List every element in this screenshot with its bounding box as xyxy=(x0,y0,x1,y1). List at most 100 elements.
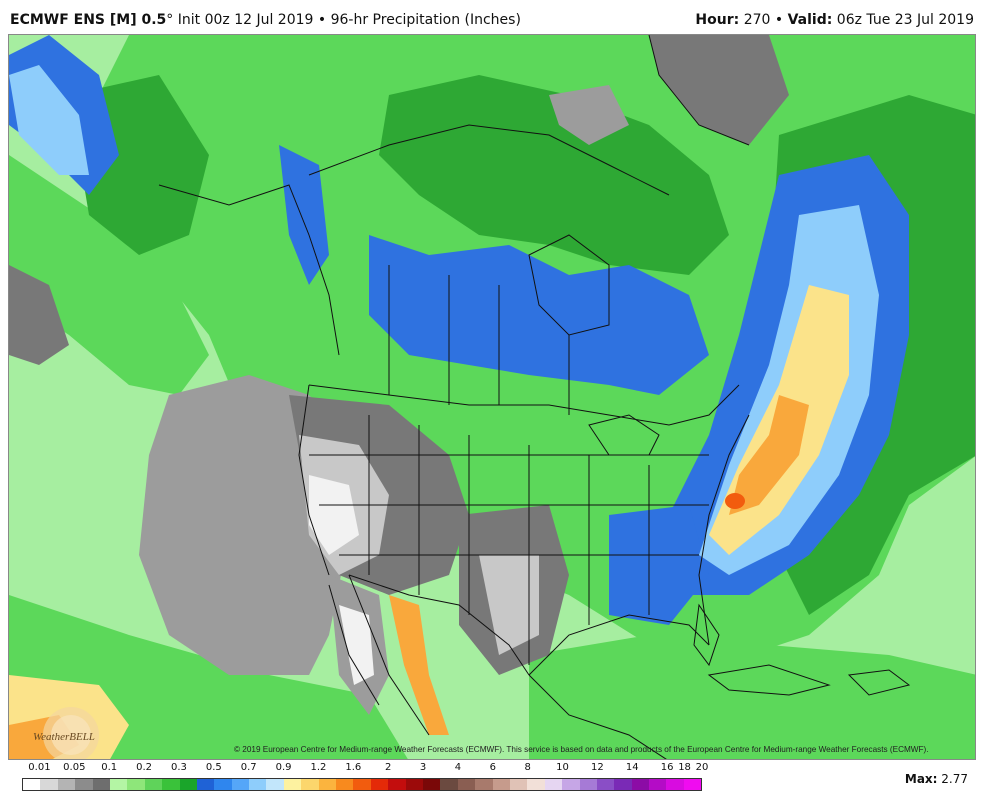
map-title: ECMWF ENS [M] 0.5° Init 00z 12 Jul 2019 … xyxy=(10,12,521,28)
greenland-coast xyxy=(648,35,750,146)
precip-blue-alaska-coast xyxy=(279,145,329,285)
precip-red-max xyxy=(725,493,745,509)
colorbar-swatch xyxy=(666,779,684,790)
colorbar-label: 3 xyxy=(419,762,427,773)
colorbar-label: 10 xyxy=(556,762,569,773)
colorbar-swatch xyxy=(492,779,510,790)
political-boundaries xyxy=(158,35,911,759)
hudson-bay xyxy=(528,234,610,336)
colorbar-swatch xyxy=(75,779,93,790)
us-west-coast xyxy=(298,384,330,576)
colorbar-swatch xyxy=(336,779,354,790)
precip-orange-gulf-california xyxy=(389,595,449,735)
colorbar-swatch xyxy=(527,779,545,790)
colorbar-swatch xyxy=(127,779,145,790)
colorbar-swatch xyxy=(405,779,423,790)
colorbar-label: 14 xyxy=(625,762,639,773)
canada-arctic-coast xyxy=(308,124,670,196)
colorbar-swatch xyxy=(544,779,563,790)
colorbar-label: 12 xyxy=(591,762,604,773)
valid-label: Valid: xyxy=(787,12,833,28)
dry-gray-greenland xyxy=(649,35,789,145)
colorbar-swatch xyxy=(214,779,232,790)
dry-lightgray-texas xyxy=(479,555,539,655)
colorbar-swatch xyxy=(440,779,458,790)
map-canvas: © 2019 European Centre for Medium-range … xyxy=(9,35,975,759)
colorbar-label: 0.7 xyxy=(240,762,257,773)
max-label: Max: xyxy=(904,772,938,786)
colorbar-label: 0.2 xyxy=(136,762,152,773)
dry-white-baja xyxy=(339,605,374,685)
precip-green-caribbean xyxy=(529,635,975,759)
model-name: ECMWF ENS [M] 0.5 xyxy=(10,12,167,28)
precip-orange-atlantic xyxy=(729,395,809,515)
colorbar-label: 0.9 xyxy=(275,762,292,773)
colorbar-swatch xyxy=(40,779,58,790)
colorbar-swatches xyxy=(22,778,702,791)
colorbar-swatch xyxy=(596,779,615,790)
weatherbell-logo-graphic: WeatherBELL xyxy=(33,707,99,759)
max-number: 2.77 xyxy=(941,772,968,786)
colorbar-swatch xyxy=(353,779,371,790)
colorbar-swatch xyxy=(422,779,441,790)
max-value: Max: 2.77 xyxy=(905,772,968,786)
colorbar-swatch xyxy=(283,779,302,790)
degree-symbol: ° xyxy=(166,12,174,28)
header: ECMWF ENS [M] 0.5° Init 00z 12 Jul 2019 … xyxy=(0,0,984,34)
title-bullet: • xyxy=(317,12,327,28)
colorbar-swatch xyxy=(388,779,406,790)
cuba xyxy=(707,664,831,696)
colorbar-swatch xyxy=(249,779,267,790)
colorbar-swatch xyxy=(579,779,597,790)
precip-green-west xyxy=(9,155,209,395)
colorbar-swatch xyxy=(162,779,180,790)
colorbar-swatch xyxy=(179,779,197,790)
colorbar-swatch xyxy=(57,779,76,790)
colorbar-label: 0.3 xyxy=(170,762,187,773)
precipitation-colorbar: 0.01 0.05 0.1 0.2 0.3 0.5 0.7 0.9 1.2 1.6 2 3 4 6 8 10 1… xyxy=(22,760,708,794)
hour-value: 270 xyxy=(743,12,771,28)
colorbar-swatch xyxy=(301,779,319,790)
alaska-coast xyxy=(158,184,340,356)
precipitation-map[interactable]: © 2019 European Centre for Medium-range … xyxy=(8,34,976,760)
colorbar-label: 0.01 xyxy=(28,762,51,773)
colorbar-swatch xyxy=(649,779,667,790)
precip-blue-southeast xyxy=(609,505,709,625)
colorbar-swatch xyxy=(457,779,476,790)
colorbar-label: 4 xyxy=(454,762,462,773)
colorbar-label: 0.5 xyxy=(205,762,222,773)
colorbar-swatch xyxy=(23,779,41,790)
logo-text: WeatherBELL xyxy=(33,731,95,743)
colorbar-swatch xyxy=(196,779,215,790)
colorbar-swatch xyxy=(562,779,580,790)
colorbar-swatch xyxy=(109,779,128,790)
colorbar-label: 6 xyxy=(489,762,496,773)
colorbar-label: 0.05 xyxy=(63,762,86,773)
colorbar-swatch xyxy=(318,779,337,790)
colorbar-swatch xyxy=(614,779,632,790)
baja-peninsula xyxy=(328,584,380,706)
valid-time-header: Hour: 270 • Valid: 06z Tue 23 Jul 2019 xyxy=(695,12,974,28)
hispaniola xyxy=(847,669,911,696)
copyright-text: © 2019 European Centre for Medium-range … xyxy=(234,745,929,754)
colorbar-swatch xyxy=(509,779,528,790)
colorbar-swatch xyxy=(144,779,163,790)
colorbar-label: 1.2 xyxy=(310,762,327,773)
us-mexico-border xyxy=(348,574,530,676)
precip-darkgreen-canada xyxy=(379,75,729,275)
valid-bullet: • xyxy=(774,12,784,28)
valid-value: 06z Tue 23 Jul 2019 xyxy=(836,12,974,28)
colorbar-swatch xyxy=(231,779,250,790)
colorbar-label: 18 xyxy=(678,762,691,773)
us-east-coast xyxy=(698,414,750,646)
colorbar-labels: 0.01 0.05 0.1 0.2 0.3 0.5 0.7 0.9 1.2 1.6 2 3 4 6 8 10 1… xyxy=(22,762,708,776)
colorbar-swatch xyxy=(683,779,702,790)
colorbar-swatch xyxy=(266,779,284,790)
mexico-west-coast xyxy=(348,574,430,736)
colorbar-label: 8 xyxy=(524,762,531,773)
weatherbell-logo: WeatherBELL xyxy=(25,705,117,759)
colorbar-swatch xyxy=(631,779,650,790)
colorbar-swatch xyxy=(475,779,493,790)
us-states-grid xyxy=(309,415,709,665)
colorbar-label: 1.6 xyxy=(345,762,362,773)
